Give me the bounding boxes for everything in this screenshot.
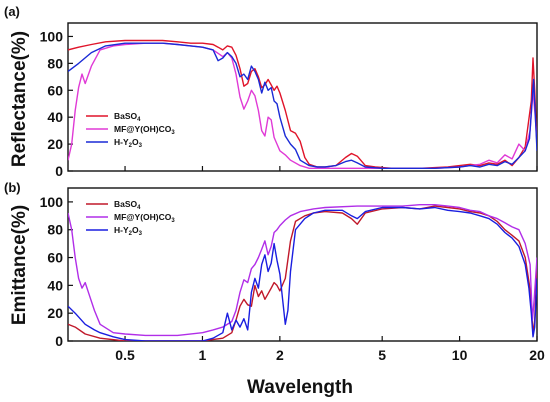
x-axis-title: Wavelength: [247, 377, 353, 398]
panel-a: (a) Reflectance(%) 0 20 40 60 80 100 BaSO4​MF@…: [4, 4, 538, 179]
panel-a-ylabel: Reflectance(%): [9, 31, 30, 167]
p0-legend-label-part: 3: [139, 143, 143, 149]
p1-x-tick-label: 5: [378, 347, 386, 363]
p0-legend-label-part: 3: [171, 130, 175, 136]
p1-y-tick-label: 60: [47, 250, 63, 266]
p1-y-tick-label: 0: [55, 333, 63, 349]
p1-series-line-1: [68, 204, 537, 337]
p1-series-line-2: [68, 206, 537, 341]
p0-legend-label-0: BaSO4​: [114, 111, 141, 123]
panel-b-label: (b): [4, 180, 21, 195]
p1-x-tick-label: 10: [452, 347, 468, 363]
p1-legend-label-0: BaSO4​: [114, 199, 141, 211]
panel-b: (b) Emittance(%) 0 20 40 60 80 100 0.5 1 2 5 10 20 B…: [4, 180, 545, 363]
p1-legend-label-part: 3: [171, 218, 175, 224]
p0-series-line-2: [68, 42, 537, 169]
p1-legend-label-2: H-Y2​O3​: [114, 225, 143, 237]
p1-x-tick-label: 2: [276, 347, 284, 363]
p1-legend-label-part: BaSO: [114, 199, 138, 209]
p1-legend-label-part: 4: [137, 205, 141, 211]
p1-x-tick-label: 20: [529, 347, 545, 363]
p0-legend-label-1: MF@Y(OH)CO3​: [114, 124, 175, 136]
p1-legend-label-part: 2: [129, 231, 133, 237]
p0-legend-label-part: H-Y: [114, 137, 129, 147]
p1-legend-label-part: O: [132, 225, 139, 235]
p0-y-tick-label: 40: [47, 109, 63, 125]
p1-y-tick-label: 40: [47, 277, 63, 293]
p1-y-tick-label: 100: [40, 194, 64, 210]
p0-y-tick-label: 0: [55, 163, 63, 179]
p0-legend-label-part: 4: [137, 117, 141, 123]
p1-legend-label-part: H-Y: [114, 225, 129, 235]
p1-legend-label-1: MF@Y(OH)CO3​: [114, 212, 175, 224]
p1-series-line-0: [68, 205, 537, 341]
p1-legend-label-part: 3: [139, 231, 143, 237]
p1-y-tick-label: 20: [47, 305, 63, 321]
p0-legend-label-part: 2: [129, 143, 133, 149]
panel-a-plot: 0 20 40 60 80 100 BaSO4​MF@Y(OH)CO3​H-Y2​O3​: [40, 22, 538, 179]
p1-x-tick-label: 1: [199, 347, 207, 363]
p0-legend-label-part: MF@Y(OH)CO: [114, 124, 172, 134]
panel-a-label: (a): [4, 4, 20, 19]
p1-y-tick-label: 80: [47, 222, 63, 238]
panel-b-plot: 0 20 40 60 80 100 0.5 1 2 5 10 20 BaSO4​MF@Y(OH)CO3​…: [40, 187, 545, 363]
panel-b-ylabel: Emittance(%): [9, 205, 30, 325]
p0-legend-label-2: H-Y2​O3​: [114, 137, 143, 149]
p1-legend-label-part: MF@Y(OH)CO: [114, 212, 172, 222]
p0-plot-frame: [67, 22, 538, 172]
p0-legend-label-part: BaSO: [114, 111, 138, 121]
p0-y-tick-label: 100: [40, 28, 64, 44]
p0-y-tick-label: 60: [47, 82, 63, 98]
p1-x-tick-label: 0.5: [115, 347, 135, 363]
p0-legend-label-part: O: [132, 137, 139, 147]
p0-y-tick-label: 80: [47, 55, 63, 71]
p0-series-line-1: [68, 42, 537, 169]
p0-y-tick-label: 20: [47, 136, 63, 152]
p0-series-line-0: [68, 39, 537, 169]
